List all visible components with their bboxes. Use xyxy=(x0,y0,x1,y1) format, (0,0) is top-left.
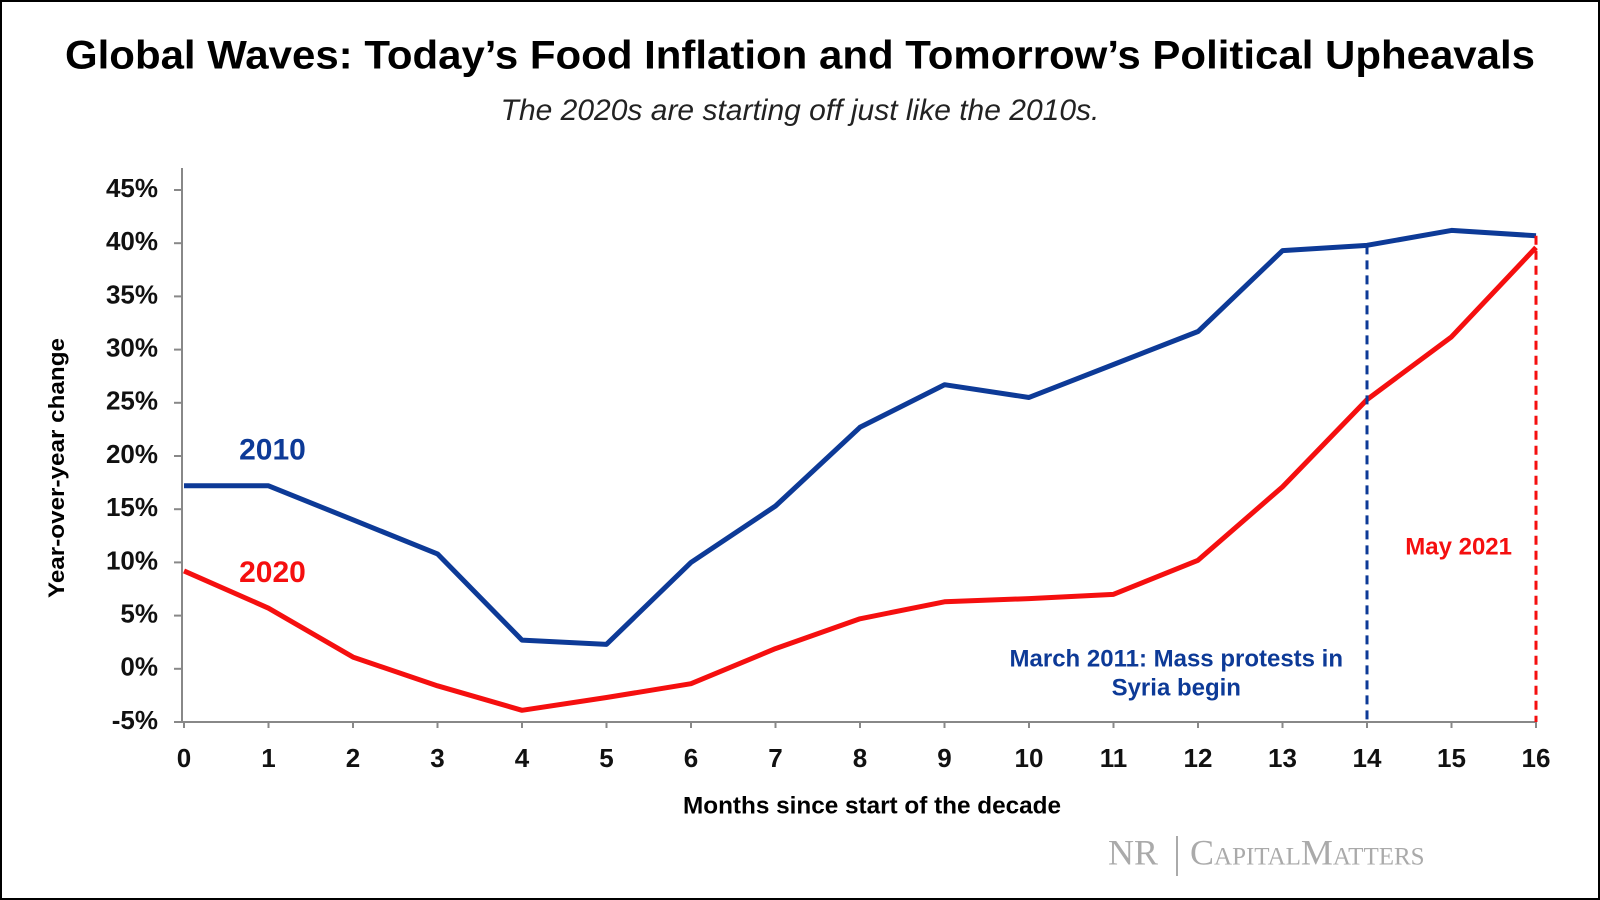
y-tick-label: 10% xyxy=(106,545,158,575)
x-tick-label: 14 xyxy=(1353,743,1382,773)
annotation-text: March 2011: Mass protests in xyxy=(1010,645,1343,672)
series-label: 2020 xyxy=(239,556,306,589)
y-tick-label: 15% xyxy=(106,492,158,522)
y-tick-label: 25% xyxy=(106,386,158,416)
source-logo: CapitalMatters xyxy=(1190,832,1425,872)
series-line xyxy=(184,227,1537,647)
annotation-text: May 2021 xyxy=(1405,533,1512,560)
chart-title: Global Waves: Today’s Food Inflation and… xyxy=(65,34,1535,78)
x-tick-label: 5 xyxy=(599,743,613,773)
source-logo: NR xyxy=(1108,832,1158,872)
x-tick-label: 10 xyxy=(1015,743,1044,773)
series-line xyxy=(182,245,1538,713)
x-tick-label: 0 xyxy=(177,743,191,773)
x-tick-label: 12 xyxy=(1184,743,1213,773)
y-axis-label: Year-over-year change xyxy=(44,338,69,598)
y-tick-label: 45% xyxy=(106,173,158,203)
x-tick-label: 8 xyxy=(853,743,867,773)
y-tick-label: 5% xyxy=(120,598,158,628)
annotation-text: Syria begin xyxy=(1112,674,1241,701)
series-label: 2010 xyxy=(239,434,306,467)
y-tick-label: 20% xyxy=(106,439,158,469)
y-tick-label: 35% xyxy=(106,279,158,309)
x-tick-label: 7 xyxy=(768,743,782,773)
chart-subtitle: The 2020s are starting off just like the… xyxy=(501,94,1100,127)
x-tick-label: 3 xyxy=(430,743,444,773)
x-tick-label: 15 xyxy=(1437,743,1466,773)
x-axis-label: Months since start of the decade xyxy=(683,792,1061,819)
y-tick-label: -5% xyxy=(112,705,158,735)
x-tick-label: 9 xyxy=(937,743,951,773)
x-tick-label: 2 xyxy=(346,743,360,773)
x-tick-label: 16 xyxy=(1522,743,1551,773)
x-tick-label: 11 xyxy=(1100,743,1128,773)
y-tick-label: 30% xyxy=(106,332,158,362)
x-tick-label: 1 xyxy=(261,743,275,773)
y-tick-label: 40% xyxy=(106,226,158,256)
y-tick-label: 0% xyxy=(120,652,158,682)
x-tick-label: 6 xyxy=(684,743,698,773)
x-tick-label: 4 xyxy=(515,743,530,773)
x-tick-label: 13 xyxy=(1268,743,1297,773)
